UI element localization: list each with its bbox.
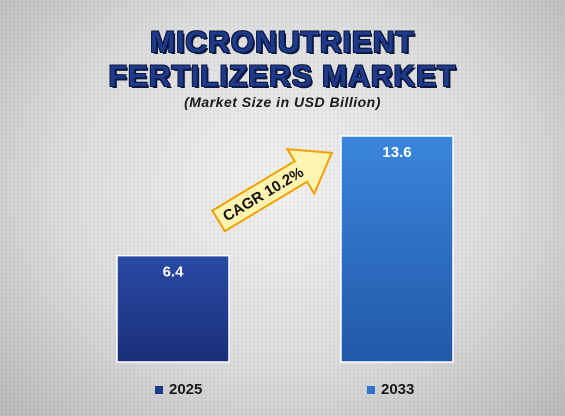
chart-subtitle: (Market Size in USD Billion) — [184, 94, 381, 110]
legend-label-2033: 2033 — [381, 381, 415, 398]
cagr-arrow-shape — [211, 148, 334, 233]
cagr-arrow: CAGR 10.2% — [211, 148, 334, 233]
cagr-label: CAGR 10.2% — [220, 164, 307, 225]
legend-swatch-2025 — [155, 385, 163, 394]
bar-2025-rect — [116, 254, 230, 363]
chart-title-line-1: MICRONUTRIENT — [150, 26, 415, 59]
bar-2033: 13.6 — [340, 135, 454, 363]
legend-label-2025: 2025 — [169, 381, 203, 398]
bar-2033-value-label: 13.6 — [382, 144, 411, 161]
bar-2025-value-label: 6.4 — [163, 264, 185, 281]
bar-2025: 6.4 — [116, 254, 230, 363]
legend-item-2033: 2033 — [367, 381, 414, 398]
legend-swatch-2033 — [367, 385, 375, 394]
chart-title-line-2: FERTILIZERS MARKET — [108, 60, 457, 93]
legend-item-2025: 2025 — [155, 381, 202, 398]
bar-2033-rect — [340, 135, 454, 363]
